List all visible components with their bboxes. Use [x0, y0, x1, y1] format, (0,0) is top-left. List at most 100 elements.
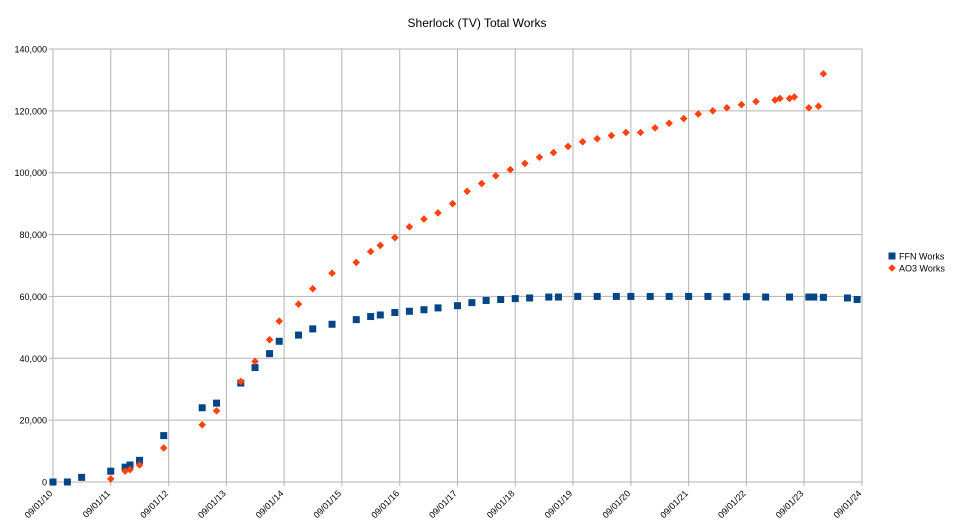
- x-tick-label: 09/01/21: [658, 488, 690, 520]
- ao3-point: [737, 100, 746, 109]
- ao3-point: [366, 247, 375, 256]
- ao3-point: [709, 107, 717, 115]
- ffn-point: [762, 293, 770, 301]
- ao3-point: [535, 153, 544, 162]
- ffn-point: [420, 306, 428, 314]
- ao3-point: [376, 241, 385, 250]
- ao3-point: [651, 124, 659, 132]
- ao3-point: [752, 97, 760, 106]
- ao3-point: [275, 317, 284, 325]
- ffn-point: [786, 293, 794, 301]
- ao3-point: [434, 209, 442, 217]
- ao3-point: [126, 465, 134, 474]
- x-tick-label: 09/01/14: [254, 488, 286, 520]
- ao3-point: [805, 103, 813, 112]
- ao3-point: [776, 94, 784, 103]
- ffn-point: [497, 296, 505, 304]
- legend-label: AO3 Works: [899, 264, 945, 274]
- ao3-point: [665, 119, 673, 128]
- ffn-point: [295, 331, 303, 339]
- ao3-point: [636, 128, 645, 137]
- ao3-point: [448, 199, 457, 208]
- ao3-point: [251, 357, 259, 366]
- ffn-point: [554, 293, 562, 301]
- ao3-point: [607, 131, 616, 140]
- x-tick-label: 09/01/19: [543, 488, 575, 520]
- ao3-point: [814, 102, 823, 111]
- ao3-point: [294, 300, 303, 308]
- ffn-point: [723, 293, 731, 301]
- x-tick-label: 09/01/17: [427, 488, 459, 520]
- ffn-point: [78, 473, 86, 481]
- ao3-point: [391, 233, 399, 242]
- ffn-point: [376, 311, 384, 319]
- ffn-point: [843, 294, 851, 302]
- ao3-point: [198, 420, 206, 429]
- ffn-point: [810, 293, 818, 301]
- ao3-point: [564, 142, 572, 151]
- ao3-point: [578, 137, 587, 146]
- ffn-point: [160, 432, 168, 440]
- ffn-point: [328, 320, 336, 328]
- ffn-point: [574, 292, 582, 300]
- axis-layer: 0 20,000 40,000 60,000 80,000 100,000 120,000 1…: [14, 45, 863, 521]
- ffn-point: [685, 292, 693, 300]
- ao3-point: [106, 475, 115, 483]
- y-tick-label: 0: [42, 478, 47, 488]
- ffn-point: [434, 304, 442, 312]
- ao3-point: [491, 172, 500, 180]
- x-tick-label: 09/01/24: [832, 488, 864, 520]
- legend-marker: [888, 264, 896, 272]
- x-tick-label: 09/01/11: [81, 488, 112, 519]
- ffn-point: [213, 399, 221, 407]
- ao3-point: [819, 69, 828, 78]
- ffn-point: [309, 325, 317, 333]
- ao3-point: [593, 134, 601, 143]
- x-tick-label: 09/01/10: [23, 488, 55, 520]
- legend-label: FFN Works: [899, 252, 945, 262]
- y-tick-label: 140,000: [14, 45, 47, 55]
- ffn-point: [593, 292, 601, 300]
- ffn-point: [545, 293, 553, 301]
- ffn-point: [63, 478, 71, 486]
- ffn-point: [275, 337, 283, 345]
- series-ffn: [49, 292, 861, 486]
- ao3-point: [212, 407, 221, 415]
- x-tick-label: 09/01/13: [196, 488, 228, 520]
- plot-border: [52, 48, 863, 483]
- ao3-point: [463, 187, 471, 196]
- ffn-point: [198, 404, 206, 412]
- ffn-point: [367, 313, 375, 321]
- x-tick-label: 09/01/15: [311, 488, 343, 520]
- ao3-point: [328, 269, 336, 278]
- x-tick-label: 09/01/12: [138, 488, 170, 520]
- ao3-point: [723, 103, 731, 112]
- ao3-point: [549, 148, 558, 157]
- ffn-point: [511, 295, 519, 303]
- ffn-point: [405, 307, 413, 315]
- ao3-point: [694, 110, 703, 118]
- x-tick-label: 09/01/18: [485, 488, 517, 520]
- ao3-point: [521, 159, 529, 168]
- legend-marker: [888, 252, 896, 260]
- y-tick-label: 120,000: [14, 106, 47, 116]
- ao3-point: [420, 215, 428, 223]
- ffn-point: [121, 463, 129, 471]
- ffn-point: [612, 292, 620, 300]
- ffn-point: [468, 299, 476, 307]
- ffn-point: [266, 350, 274, 358]
- marks-layer: [49, 69, 861, 486]
- ffn-point: [454, 302, 461, 310]
- ffn-point: [819, 293, 827, 301]
- x-tick-label: 09/01/20: [600, 488, 632, 520]
- y-tick-label: 40,000: [19, 354, 47, 364]
- ao3-point: [477, 179, 486, 188]
- ao3-point: [159, 444, 168, 452]
- ffn-point: [627, 292, 635, 300]
- y-tick-label: 20,000: [19, 416, 47, 426]
- grid-layer: [49, 48, 863, 486]
- ao3-point: [622, 128, 630, 137]
- x-tick-label: 09/01/22: [716, 488, 748, 520]
